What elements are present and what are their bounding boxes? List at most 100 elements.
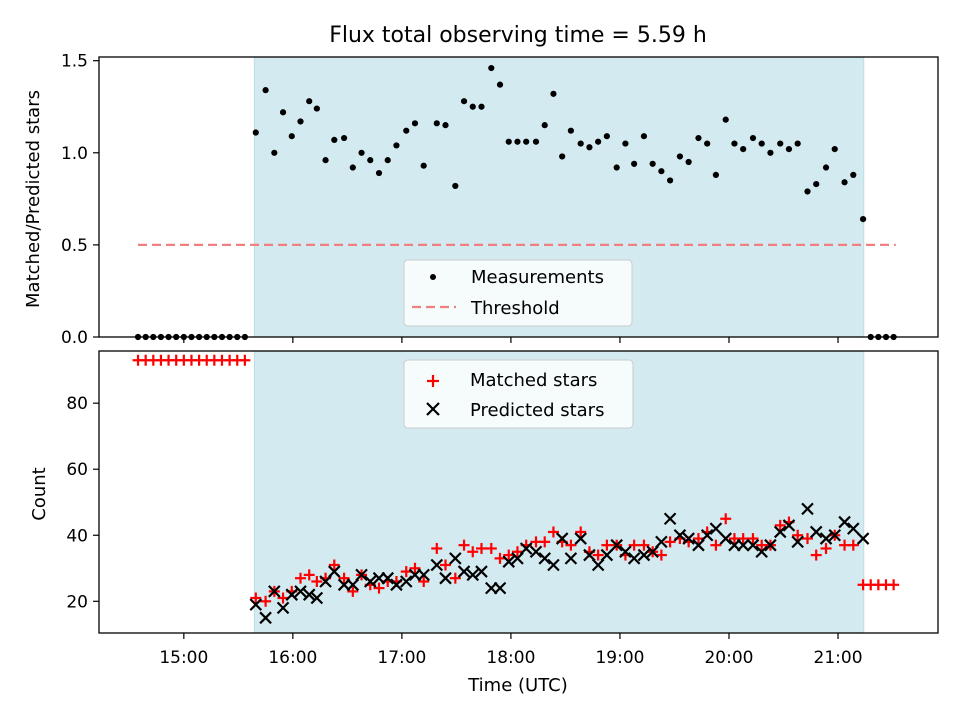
predicted-star-point (819, 532, 833, 545)
count-y-tick-label: 60 (66, 460, 88, 480)
measurement-point (794, 140, 801, 147)
measurement-point (586, 144, 593, 151)
matched-star-point (575, 526, 587, 538)
x-tick-label: 17:00 (377, 648, 426, 668)
matched-star-point (547, 526, 559, 538)
matched-star-point (628, 539, 640, 551)
predicted-star-point (457, 565, 471, 578)
matched-star-point (409, 562, 421, 574)
measurement-point (567, 127, 574, 134)
predicted-star-point (637, 548, 651, 562)
predicted-star-point (466, 568, 480, 582)
matched-star-point (440, 559, 452, 571)
measurement-point (749, 134, 757, 142)
ratio-y-axis-label: Matched/Predicted stars (23, 90, 44, 308)
predicted-star-point (809, 525, 823, 539)
predicted-star-point (564, 552, 578, 565)
predicted-star-point (502, 555, 516, 568)
measurement-point (297, 118, 304, 125)
chart-title: Flux total observing time = 5.59 h (329, 23, 707, 48)
count-y-axis-label: Count (29, 467, 50, 520)
measurement-point (523, 138, 530, 145)
predicted-star-point (276, 601, 290, 615)
matched-star-point (888, 579, 900, 591)
ratio-axes-frame (98, 56, 939, 338)
measurement-point (349, 164, 356, 171)
count-y-tick-label: 40 (66, 526, 88, 546)
matched-star-point (774, 519, 786, 531)
count-panel: 20 40 60 80 15:00 16:00 17:00 18:00 19:00 20:00 2… (29, 350, 939, 696)
matched-star-point (664, 536, 676, 548)
measurement-point (712, 171, 720, 178)
x-tick-label: 16:00 (268, 648, 317, 668)
predicted-star-point (390, 578, 403, 592)
measurement-point (695, 134, 702, 142)
legend-label-measurements: Measurements (471, 267, 604, 288)
legend-label-predicted: Predicted stars (470, 400, 604, 421)
measurement-point (252, 129, 259, 136)
ratio-legend-box (403, 259, 633, 327)
predicted-star-point (682, 532, 695, 545)
matched-star-point (820, 542, 832, 554)
predicted-star-point (319, 575, 332, 588)
measurement-point (777, 140, 784, 147)
count-legend-box (403, 359, 634, 429)
ratio-y-tick-label: 1.5 (61, 52, 88, 72)
predicted-star-point (610, 538, 623, 552)
predicted-star-point (646, 545, 659, 559)
matched-star-point (418, 575, 430, 587)
predicted-star-point (285, 588, 299, 601)
matched-star-point (328, 559, 340, 571)
matched-star-point (511, 546, 523, 558)
predicted-star-point (828, 528, 842, 542)
measurement-point (722, 116, 729, 123)
predicted-star-point (555, 532, 569, 545)
matched-star-point (592, 549, 604, 561)
predicted-star-point (600, 548, 614, 562)
legend-x-marker (426, 402, 440, 416)
matched-star-point (792, 529, 804, 541)
legend-dot-marker (430, 274, 436, 280)
legend-label-threshold: Threshold (470, 298, 560, 319)
ratio-y-tick-label: 0.0 (61, 328, 88, 348)
measurement-point (322, 157, 329, 164)
predicted-star-point (736, 538, 750, 552)
matched-star-point (467, 546, 479, 558)
predicted-star-point (538, 552, 551, 565)
measurement-point (367, 157, 374, 164)
predicted-star-point (663, 512, 677, 526)
measurement-point (288, 133, 295, 140)
measurement-point (685, 158, 692, 166)
measurement-point (667, 177, 674, 184)
predicted-star-point (259, 611, 272, 625)
matched-star-point (400, 566, 412, 578)
predicted-star-point (673, 528, 687, 542)
predicted-star-point (619, 545, 632, 559)
predicted-star-point (773, 525, 787, 539)
predicted-star-point (574, 532, 587, 545)
ratio-panel: 0.0 0.5 1.0 1.5 Matched/Predicted stars Mea… (23, 52, 939, 348)
predicted-star-point (655, 535, 668, 549)
predicted-star-point (511, 552, 524, 565)
measurement-point (631, 160, 638, 167)
measurement-point (603, 133, 610, 140)
measurement-point (469, 103, 476, 110)
predicted-star-point (847, 522, 860, 535)
measurement-point (488, 64, 495, 72)
measurement-point (393, 142, 400, 149)
matched-star-point (801, 533, 813, 545)
measurement-point (822, 164, 830, 171)
predicted-star-point (519, 542, 533, 555)
measurement-point (460, 98, 468, 105)
measurement-point (262, 87, 269, 94)
predicted-star-point (801, 502, 814, 516)
measurement-point (313, 105, 320, 112)
matched-star-point (503, 549, 515, 561)
predicted-star-point (627, 552, 641, 565)
predicted-star-point (381, 571, 394, 585)
measurement-point (758, 140, 765, 147)
predicted-star-point (475, 565, 488, 578)
matched-star-point (475, 542, 487, 554)
matched-star-point (494, 552, 506, 564)
matched-star-point (485, 542, 497, 554)
